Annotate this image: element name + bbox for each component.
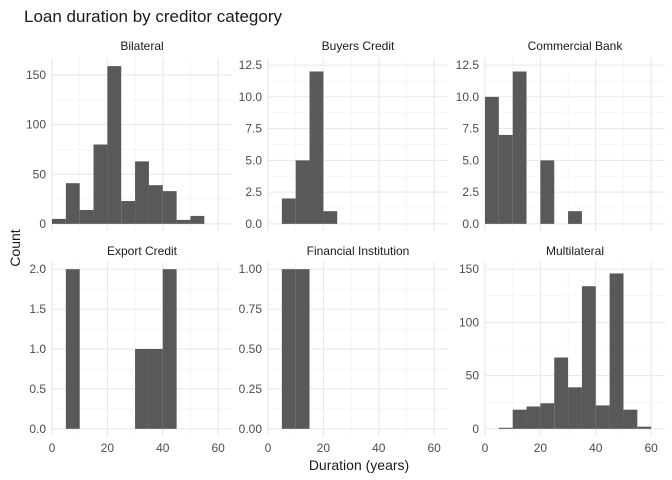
y-tick-label: 0 [39, 217, 46, 231]
x-tick-label: 60 [427, 441, 441, 455]
y-tick-label: 0.00 [239, 422, 263, 436]
histogram-bar [540, 160, 555, 224]
facet-panels: Bilateral 0 50 100 150 Buyers Credit 0.0 2.5 5.0… [26, 39, 665, 455]
y-tick-label: 0.0 [29, 422, 46, 436]
histogram-bar [281, 269, 296, 429]
histogram-bar [65, 183, 80, 224]
histogram-bar [148, 185, 163, 224]
histogram-bar [498, 427, 513, 429]
histogram-bar [93, 144, 108, 224]
histogram-bar [107, 66, 122, 224]
facet-panel-multilateral: Multilateral 0 50 100 150 0 20 40 60 [459, 244, 665, 455]
x-tick-label: 40 [372, 441, 386, 455]
y-tick-label: 2.0 [29, 262, 46, 276]
histogram-bar [176, 219, 191, 224]
y-tick-label: 0.25 [239, 382, 263, 396]
y-tick-label: 100 [26, 118, 46, 132]
histogram-bar [52, 218, 66, 224]
histogram-bar [512, 71, 527, 224]
histogram-bar [526, 406, 541, 429]
x-axis-title: Duration (years) [309, 457, 409, 473]
x-tick-label: 20 [534, 441, 548, 455]
x-tick-label: 40 [156, 441, 170, 455]
y-tick-label: 0 [472, 422, 479, 436]
histogram-bar [281, 198, 296, 224]
histogram-bar [637, 426, 652, 429]
histogram-bar [135, 349, 149, 429]
y-tick-label: 1.00 [239, 262, 263, 276]
y-tick-label: 1.0 [29, 342, 46, 356]
x-tick-label: 0 [482, 441, 489, 455]
y-tick-label: 150 [459, 262, 479, 276]
histogram-bar [609, 273, 624, 429]
y-tick-label: 7.5 [462, 122, 479, 136]
y-tick-label: 12.5 [239, 58, 263, 72]
histogram-bar [65, 269, 80, 429]
x-tick-label: 60 [644, 441, 658, 455]
facet-panel-financial-institution: Financial Institution 0.00 0.25 0.50 0.75 1.0… [239, 244, 448, 455]
y-tick-label: 2.5 [245, 185, 262, 199]
histogram-bar [540, 403, 555, 429]
histogram-bar [135, 161, 149, 224]
histogram-bar [162, 191, 177, 224]
histogram-bar [485, 96, 499, 224]
facet-label-export-credit: Export Credit [107, 244, 178, 258]
y-tick-label: 100 [459, 315, 479, 329]
x-tick-label: 40 [589, 441, 603, 455]
facet-panel-export-credit: Export Credit 0.0 0.5 1.0 1.5 2.0 0 20 40 60 [29, 244, 232, 455]
y-tick-label: 10.0 [239, 90, 263, 104]
x-tick-label: 20 [317, 441, 331, 455]
histogram-bar [498, 134, 513, 224]
facet-label-bilateral: Bilateral [120, 39, 163, 53]
facet-panel-bilateral: Bilateral 0 50 100 150 [26, 39, 232, 231]
x-tick-label: 0 [49, 441, 56, 455]
histogram-bar [581, 286, 596, 429]
chart-title: Loan duration by creditor category [24, 7, 282, 26]
y-tick-label: 150 [26, 68, 46, 82]
facet-label-financial-institution: Financial Institution [307, 244, 410, 258]
y-tick-label: 12.5 [456, 58, 480, 72]
y-axis-title: Count [7, 229, 23, 266]
histogram-bar [148, 349, 163, 429]
histogram-bar [121, 201, 136, 224]
y-tick-label: 0.5 [29, 382, 46, 396]
y-tick-label: 50 [466, 369, 480, 383]
facet-panel-buyers-credit: Buyers Credit 0.0 2.5 5.0 7.5 10.0 12.5 [239, 39, 448, 231]
facet-label-multilateral: Multilateral [546, 244, 604, 258]
facet-label-buyers-credit: Buyers Credit [322, 39, 395, 53]
histogram-bar [190, 215, 205, 224]
y-tick-label: 1.5 [29, 302, 46, 316]
histogram-bar [162, 269, 177, 429]
y-tick-label: 0.75 [239, 302, 263, 316]
x-tick-label: 60 [211, 441, 225, 455]
histogram-bar [295, 269, 310, 429]
histogram-bar [295, 160, 310, 224]
y-tick-label: 50 [33, 167, 47, 181]
histogram-bar [623, 409, 638, 429]
y-tick-label: 10.0 [456, 90, 480, 104]
histogram-bar [568, 211, 582, 224]
histogram-bar [554, 357, 569, 429]
y-tick-label: 2.5 [462, 185, 479, 199]
x-tick-label: 0 [265, 441, 272, 455]
y-tick-label: 5.0 [462, 153, 479, 167]
histogram-bar [309, 71, 324, 224]
y-tick-label: 5.0 [245, 153, 262, 167]
facet-panel-commercial-bank: Commercial Bank 0.0 2.5 5.0 7.5 10.0 12.5 [456, 39, 665, 231]
y-tick-label: 7.5 [245, 122, 262, 136]
x-tick-label: 20 [101, 441, 115, 455]
histogram-bar [568, 387, 582, 429]
y-tick-label: 0.0 [462, 217, 479, 231]
histogram-bar [323, 211, 338, 224]
facet-label-commercial-bank: Commercial Bank [528, 39, 624, 53]
histogram-bar [595, 405, 610, 429]
y-tick-label: 0.50 [239, 342, 263, 356]
histogram-bar [79, 209, 94, 224]
histogram-bar [512, 409, 527, 429]
y-tick-label: 0.0 [245, 217, 262, 231]
